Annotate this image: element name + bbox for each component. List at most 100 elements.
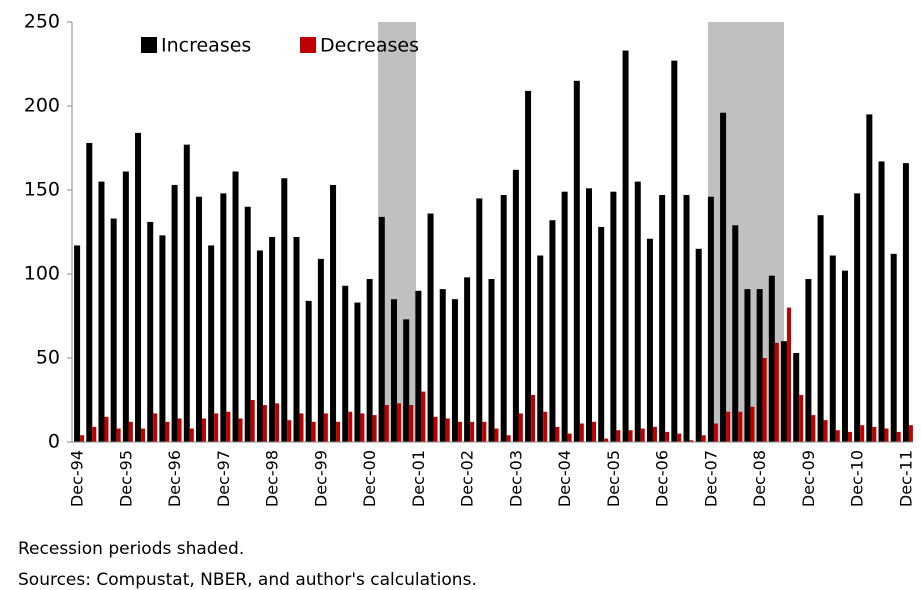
bar <box>677 433 682 442</box>
bar <box>214 413 219 442</box>
bar <box>634 181 641 442</box>
bar <box>281 178 288 443</box>
x-tick-label: Dec-05 <box>604 450 623 507</box>
bar <box>74 245 81 442</box>
bar <box>860 425 865 442</box>
bar <box>342 285 349 442</box>
bar <box>586 188 593 442</box>
bar <box>323 413 328 442</box>
bar <box>445 418 450 442</box>
bar <box>890 253 897 442</box>
x-tick-label: Dec-96 <box>165 450 184 507</box>
bar <box>384 405 389 442</box>
bar <box>744 289 751 442</box>
x-tick-label: Dec-08 <box>750 450 769 507</box>
bar <box>177 418 182 442</box>
bar <box>543 411 548 442</box>
bar <box>768 275 775 442</box>
x-tick-label: Dec-02 <box>458 450 477 507</box>
x-tick-label: Dec-95 <box>116 450 135 507</box>
bar <box>427 213 434 442</box>
bar <box>762 358 767 442</box>
bar <box>908 425 913 442</box>
x-tick-label: Dec-11 <box>896 450 915 507</box>
bar <box>866 114 873 443</box>
bar <box>732 225 739 442</box>
bar <box>823 420 828 442</box>
bar <box>592 421 597 442</box>
bar <box>439 289 446 442</box>
y-tick-label: 100 <box>24 263 60 285</box>
y-tick-label: 150 <box>24 179 60 201</box>
bar <box>238 418 243 442</box>
bar <box>171 184 178 442</box>
bar <box>336 421 341 442</box>
bar <box>506 435 511 442</box>
bar <box>415 290 422 442</box>
bar <box>567 433 572 442</box>
bar <box>195 196 202 442</box>
bar <box>835 430 840 442</box>
bar <box>695 248 702 442</box>
bar <box>628 430 633 442</box>
bar <box>689 440 694 442</box>
bar <box>738 411 743 442</box>
x-tick-label: Dec-97 <box>214 450 233 507</box>
bar <box>476 198 483 442</box>
bar <box>598 226 605 442</box>
x-tick-label: Dec-03 <box>506 450 525 507</box>
y-tick-label: 250 <box>24 11 60 33</box>
bar <box>330 184 337 442</box>
x-tick-label: Dec-99 <box>311 450 330 507</box>
bar <box>902 163 909 442</box>
bar <box>793 352 800 442</box>
y-tick-label: 50 <box>36 347 60 369</box>
bar <box>220 193 227 442</box>
bar <box>104 416 109 442</box>
bar <box>135 132 142 442</box>
bar <box>652 426 657 442</box>
bar <box>671 60 678 442</box>
bar <box>80 435 85 442</box>
x-tick-label: Dec-01 <box>409 450 428 507</box>
bar <box>847 431 852 442</box>
bar <box>665 431 670 442</box>
bar <box>555 426 560 442</box>
bar <box>86 142 93 442</box>
bar <box>360 413 365 442</box>
bar <box>500 195 507 442</box>
bar <box>531 394 536 442</box>
x-tick-label: Dec-94 <box>68 450 87 507</box>
bar <box>604 438 609 442</box>
bar <box>317 258 324 442</box>
bar <box>781 341 788 442</box>
bar <box>537 255 544 442</box>
x-tick-label: Dec-07 <box>701 450 720 507</box>
x-tick-label: Dec-00 <box>360 450 379 507</box>
bar <box>433 416 438 442</box>
bar <box>756 289 763 442</box>
bar <box>396 403 401 442</box>
bar <box>153 413 158 442</box>
bar <box>409 405 414 442</box>
bar <box>884 428 889 442</box>
bar <box>805 279 812 442</box>
bar <box>482 421 487 442</box>
bar <box>451 299 458 442</box>
bar <box>311 421 316 442</box>
bar <box>774 342 779 442</box>
bar <box>799 394 804 442</box>
bar <box>854 193 861 442</box>
bar <box>488 279 495 442</box>
bar <box>275 403 280 442</box>
bar <box>720 112 727 442</box>
bar <box>494 428 499 442</box>
bar <box>390 299 397 442</box>
note: Recession periods shaded. <box>18 539 244 559</box>
bar <box>92 426 97 442</box>
bar <box>512 169 519 442</box>
bar <box>683 195 690 442</box>
bar <box>208 245 215 442</box>
bar <box>713 423 718 442</box>
